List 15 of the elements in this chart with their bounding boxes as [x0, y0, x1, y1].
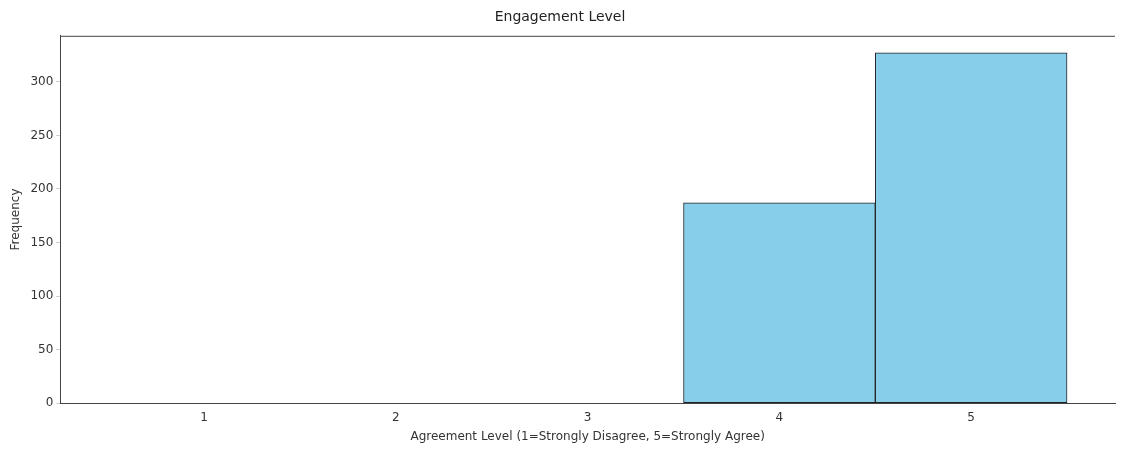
y-tick-label: 0 [45, 395, 54, 410]
y-tick-label: 50 [38, 341, 54, 356]
x-tick-label: 4 [775, 409, 784, 424]
chart-title: Engagement Level [494, 8, 626, 25]
y-axis-title: Frequency [8, 188, 23, 251]
y-tick-label: 150 [30, 234, 54, 249]
y-tick-label: 200 [30, 181, 54, 196]
x-tick-label: 1 [200, 409, 208, 424]
x-axis-title: Agreement Level (1=Strongly Disagree, 5=Strongly Agree) [410, 428, 765, 443]
y-tick-label: 300 [30, 73, 54, 88]
x-tick-label: 3 [583, 409, 592, 424]
y-tick-label: 250 [30, 127, 54, 142]
x-tick-label: 5 [967, 409, 975, 424]
y-tick-label: 100 [30, 288, 54, 303]
x-tick-label: 2 [392, 409, 400, 424]
